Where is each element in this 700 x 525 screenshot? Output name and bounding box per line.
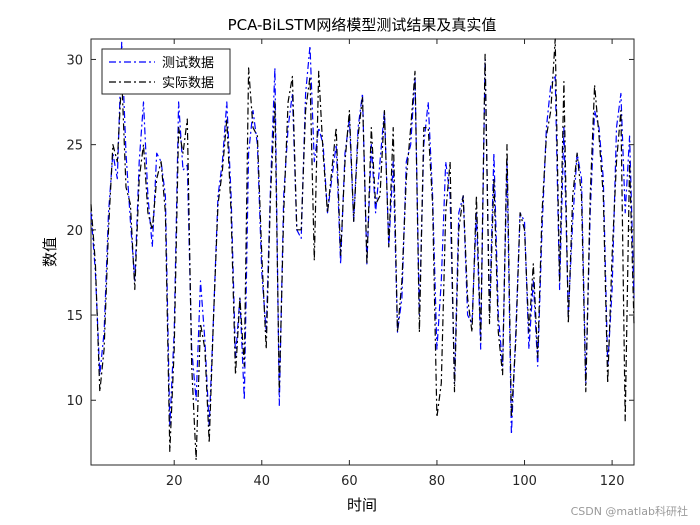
plot-area (90, 38, 635, 466)
y-tick-label: 20 (66, 224, 83, 239)
x-tick-label: 80 (429, 474, 446, 489)
y-axis-label: 数值 (41, 237, 59, 267)
y-tick-label: 15 (66, 309, 83, 324)
y-tick-label: 10 (66, 394, 83, 409)
x-tick-label: 40 (254, 474, 271, 489)
x-tick-label: 20 (166, 474, 183, 489)
series-line-actual (90, 38, 635, 461)
x-tick-label: 60 (341, 474, 358, 489)
legend-label-test: 测试数据 (162, 56, 214, 71)
legend-label-actual: 实际数据 (162, 76, 214, 91)
axis-ticks: 20 40 60 80 100 120 10 15 20 25 30 (66, 39, 634, 489)
legend-box (101, 48, 231, 95)
x-axis-label: 时间 (347, 496, 377, 514)
x-tick-label: 120 (600, 474, 625, 489)
y-tick-label: 25 (66, 139, 83, 154)
chart-title: PCA-BiLSTM网络模型测试结果及真实值 (228, 16, 497, 34)
x-tick-label: 100 (512, 474, 537, 489)
series-layer (90, 38, 635, 461)
y-tick-label: 30 (66, 53, 83, 68)
legend: 测试数据 实际数据 (101, 48, 231, 95)
watermark: CSDN @matlab科研社 (570, 505, 688, 518)
